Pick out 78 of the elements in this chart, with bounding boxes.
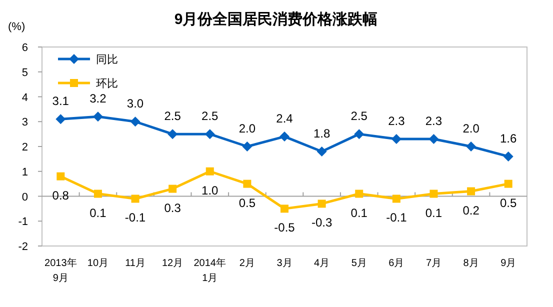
point: [168, 129, 178, 140]
y-tick-label: 6: [22, 42, 28, 54]
data-label: 1.0: [202, 183, 219, 198]
data-label: 0.1: [90, 206, 107, 220]
point: [504, 180, 512, 188]
point: [318, 200, 326, 208]
data-label: 0.1: [350, 206, 368, 220]
data-label: 0.3: [164, 200, 182, 215]
point: [206, 167, 214, 176]
data-label: 2.0: [238, 122, 256, 136]
point: [392, 194, 400, 203]
data-label: 2.0: [462, 122, 480, 136]
point: [428, 134, 439, 144]
x-tick-label: 12月: [162, 258, 184, 269]
y-tick-label: 0: [22, 191, 28, 204]
data-label: 3.0: [126, 96, 144, 111]
legend-label: 环比: [96, 77, 118, 90]
y-tick-label: -2: [18, 241, 28, 253]
point: [430, 190, 438, 198]
point: [354, 129, 364, 140]
point: [316, 146, 327, 156]
data-label: 0.2: [462, 203, 480, 218]
data-label: 1.6: [500, 131, 518, 146]
x-tick-label: 6月: [388, 258, 404, 269]
y-axis-title: (%): [8, 21, 26, 33]
y-tick-label: 5: [22, 66, 28, 79]
x-tick-label: 8月: [463, 258, 479, 269]
point: [280, 204, 288, 213]
data-label: 2.3: [425, 114, 442, 128]
point: [391, 134, 402, 144]
data-label: 2.5: [350, 109, 368, 124]
data-label: 2.3: [388, 114, 406, 128]
y-tick-label: 2: [22, 142, 28, 154]
point: [242, 142, 252, 152]
data-label: 0.5: [238, 196, 256, 210]
point: [56, 172, 65, 180]
x-tick-label: 2013年 9月: [44, 257, 77, 284]
point: [131, 194, 140, 203]
data-label: -0.1: [124, 210, 146, 225]
data-label: 0.1: [425, 206, 442, 220]
x-tick-label: 10月: [87, 258, 109, 269]
data-label: -0.1: [386, 210, 408, 225]
point: [94, 190, 102, 198]
point: [243, 180, 252, 188]
point: [168, 184, 177, 193]
x-tick-label: 2014年 1月: [194, 257, 226, 284]
data-label: 2.5: [202, 109, 219, 124]
data-label: 1.8: [313, 126, 330, 140]
point: [355, 190, 364, 198]
data-label: 3.1: [52, 94, 70, 108]
chart-title: 9月份全国居民消费价格涨跌幅: [174, 11, 378, 28]
data-label: 2.5: [164, 109, 182, 124]
data-label: 3.2: [90, 92, 107, 106]
data-label: -0.3: [311, 216, 332, 230]
data-label: 2.4: [276, 112, 294, 126]
x-tick-label: 11月: [125, 258, 146, 269]
point: [56, 114, 66, 124]
data-label: 0.5: [500, 196, 518, 210]
y-tick-label: 1: [22, 166, 28, 178]
y-tick-label: -1: [18, 216, 28, 228]
data-label: 0.8: [52, 188, 70, 202]
x-tick-label: 7月: [426, 258, 442, 269]
x-tick-label: 9月: [500, 258, 516, 269]
data-label: -0.5: [274, 220, 296, 235]
point: [503, 151, 514, 162]
point: [92, 112, 103, 122]
legend-label: 同比: [96, 53, 118, 66]
point: [467, 187, 476, 196]
x-tick-label: 4月: [314, 258, 330, 269]
x-tick-label: 5月: [351, 258, 367, 269]
point: [130, 116, 140, 127]
y-tick-label: 3: [22, 116, 28, 129]
x-tick-label: 2月: [239, 258, 255, 269]
point: [204, 129, 215, 140]
y-tick-label: 4: [22, 92, 28, 104]
point: [466, 142, 476, 152]
point: [280, 132, 290, 142]
x-tick-label: 3月: [276, 258, 292, 269]
